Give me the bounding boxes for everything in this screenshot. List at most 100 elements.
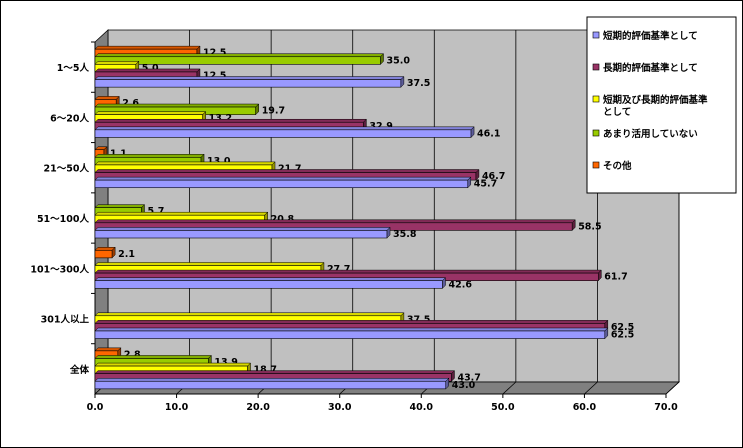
data-label: 19.7 xyxy=(262,106,285,117)
bar-top-face xyxy=(94,362,252,367)
bar-end-face xyxy=(380,53,384,65)
legend-label: あまり活用していない xyxy=(603,128,698,140)
data-label: 2.1 xyxy=(118,249,135,260)
bar-end-face xyxy=(451,370,455,382)
data-label: 45.7 xyxy=(474,179,497,190)
data-label: 61.7 xyxy=(604,272,627,283)
data-label: 62.5 xyxy=(611,322,634,333)
bar-end-face xyxy=(467,176,472,189)
category-label: 21～50人 xyxy=(44,163,90,175)
category-label: 301人以上 xyxy=(41,314,90,326)
data-label: 20.8 xyxy=(271,214,295,225)
bar-end-face xyxy=(111,246,116,259)
bar-top-face xyxy=(94,269,602,274)
bar-end-face xyxy=(598,269,602,282)
bar-top-face xyxy=(94,370,456,374)
bar-end-face xyxy=(386,226,391,239)
bar-end-face xyxy=(400,75,405,88)
bar-top-face xyxy=(94,327,609,332)
x-tick-label: 40.0 xyxy=(410,402,434,413)
bar-top-face xyxy=(94,61,140,65)
bar-top-face xyxy=(94,118,367,123)
legend-label: その他 xyxy=(603,160,632,172)
data-label: 5.0 xyxy=(142,63,159,74)
category-label: 1～5人 xyxy=(57,62,90,74)
legend-box xyxy=(586,16,737,194)
data-label: 18.7 xyxy=(254,365,277,376)
bar-top-face xyxy=(94,53,385,57)
bar-top-face xyxy=(94,45,201,50)
bar-top-face xyxy=(94,211,269,216)
data-label: 1.1 xyxy=(110,148,127,159)
data-label: 13.2 xyxy=(209,113,232,124)
bar-top-face xyxy=(94,320,609,324)
bar-top-face xyxy=(94,378,450,382)
data-label: 35.0 xyxy=(387,55,411,66)
data-label: 2.6 xyxy=(122,98,139,109)
data-label: 2.8 xyxy=(124,349,141,360)
x-tick-label: 0.0 xyxy=(87,402,104,413)
bar-top-face xyxy=(94,347,122,352)
bar xyxy=(94,129,472,138)
bar xyxy=(94,380,447,390)
data-label: 58.5 xyxy=(578,221,601,232)
data-label: 43.0 xyxy=(452,380,476,391)
data-label: 5.7 xyxy=(147,206,164,217)
bar-top-face xyxy=(94,204,146,208)
legend-swatch xyxy=(592,161,600,169)
bar xyxy=(94,179,469,189)
data-label: 13.0 xyxy=(207,156,231,167)
legend-label: 短期的評価基準として xyxy=(603,30,698,42)
bar-end-face xyxy=(604,327,609,340)
gridline-floor xyxy=(502,381,517,395)
data-label: 46.1 xyxy=(477,128,500,139)
data-label: 37.5 xyxy=(407,78,430,89)
bar-top-face xyxy=(94,111,207,115)
bar-top-face xyxy=(94,161,276,166)
bar xyxy=(94,330,606,339)
legend-swatch xyxy=(592,31,600,39)
bar-end-face xyxy=(255,103,259,116)
x-tick-label: 70.0 xyxy=(654,402,678,413)
bar-end-face xyxy=(445,377,450,390)
x-tick-label: 50.0 xyxy=(491,402,515,413)
data-label: 12.5 xyxy=(203,71,226,82)
data-label: 62.5 xyxy=(611,330,634,341)
bar-top-face xyxy=(94,68,201,73)
data-label: 35.8 xyxy=(393,229,417,240)
x-tick-label: 60.0 xyxy=(573,402,597,413)
data-label: 32.9 xyxy=(369,121,392,132)
bar xyxy=(94,79,402,88)
bar-end-face xyxy=(475,168,480,181)
data-label: 46.7 xyxy=(482,171,505,182)
data-label: 12.5 xyxy=(203,48,226,59)
bar xyxy=(94,230,388,239)
bar xyxy=(94,280,443,289)
bar-top-face xyxy=(94,247,116,251)
data-label: 43.7 xyxy=(457,372,480,383)
bar-top-face xyxy=(94,227,391,231)
bar-top-face xyxy=(94,219,576,224)
legend-swatch xyxy=(592,129,600,137)
data-label: 13.9 xyxy=(214,357,237,368)
bar-top-face xyxy=(94,96,120,100)
bar-top-face xyxy=(94,277,447,281)
category-label: 全体 xyxy=(69,364,90,376)
bar-top-face xyxy=(94,262,325,266)
x-tick-label: 30.0 xyxy=(328,402,352,413)
bar-end-face xyxy=(470,126,475,139)
category-label: 6～20人 xyxy=(50,112,89,124)
bar xyxy=(94,249,113,259)
gridline-floor xyxy=(584,381,598,395)
bar-end-face xyxy=(442,277,446,289)
data-label: 27.7 xyxy=(327,264,350,275)
x-tick-label: 10.0 xyxy=(165,402,189,413)
legend-swatch xyxy=(592,95,600,103)
bar-top-face xyxy=(94,103,260,108)
data-label: 21.7 xyxy=(278,164,301,175)
x-tick-label: 20.0 xyxy=(246,402,270,413)
bar-top-face xyxy=(94,355,212,359)
bar-top-face xyxy=(94,312,405,317)
